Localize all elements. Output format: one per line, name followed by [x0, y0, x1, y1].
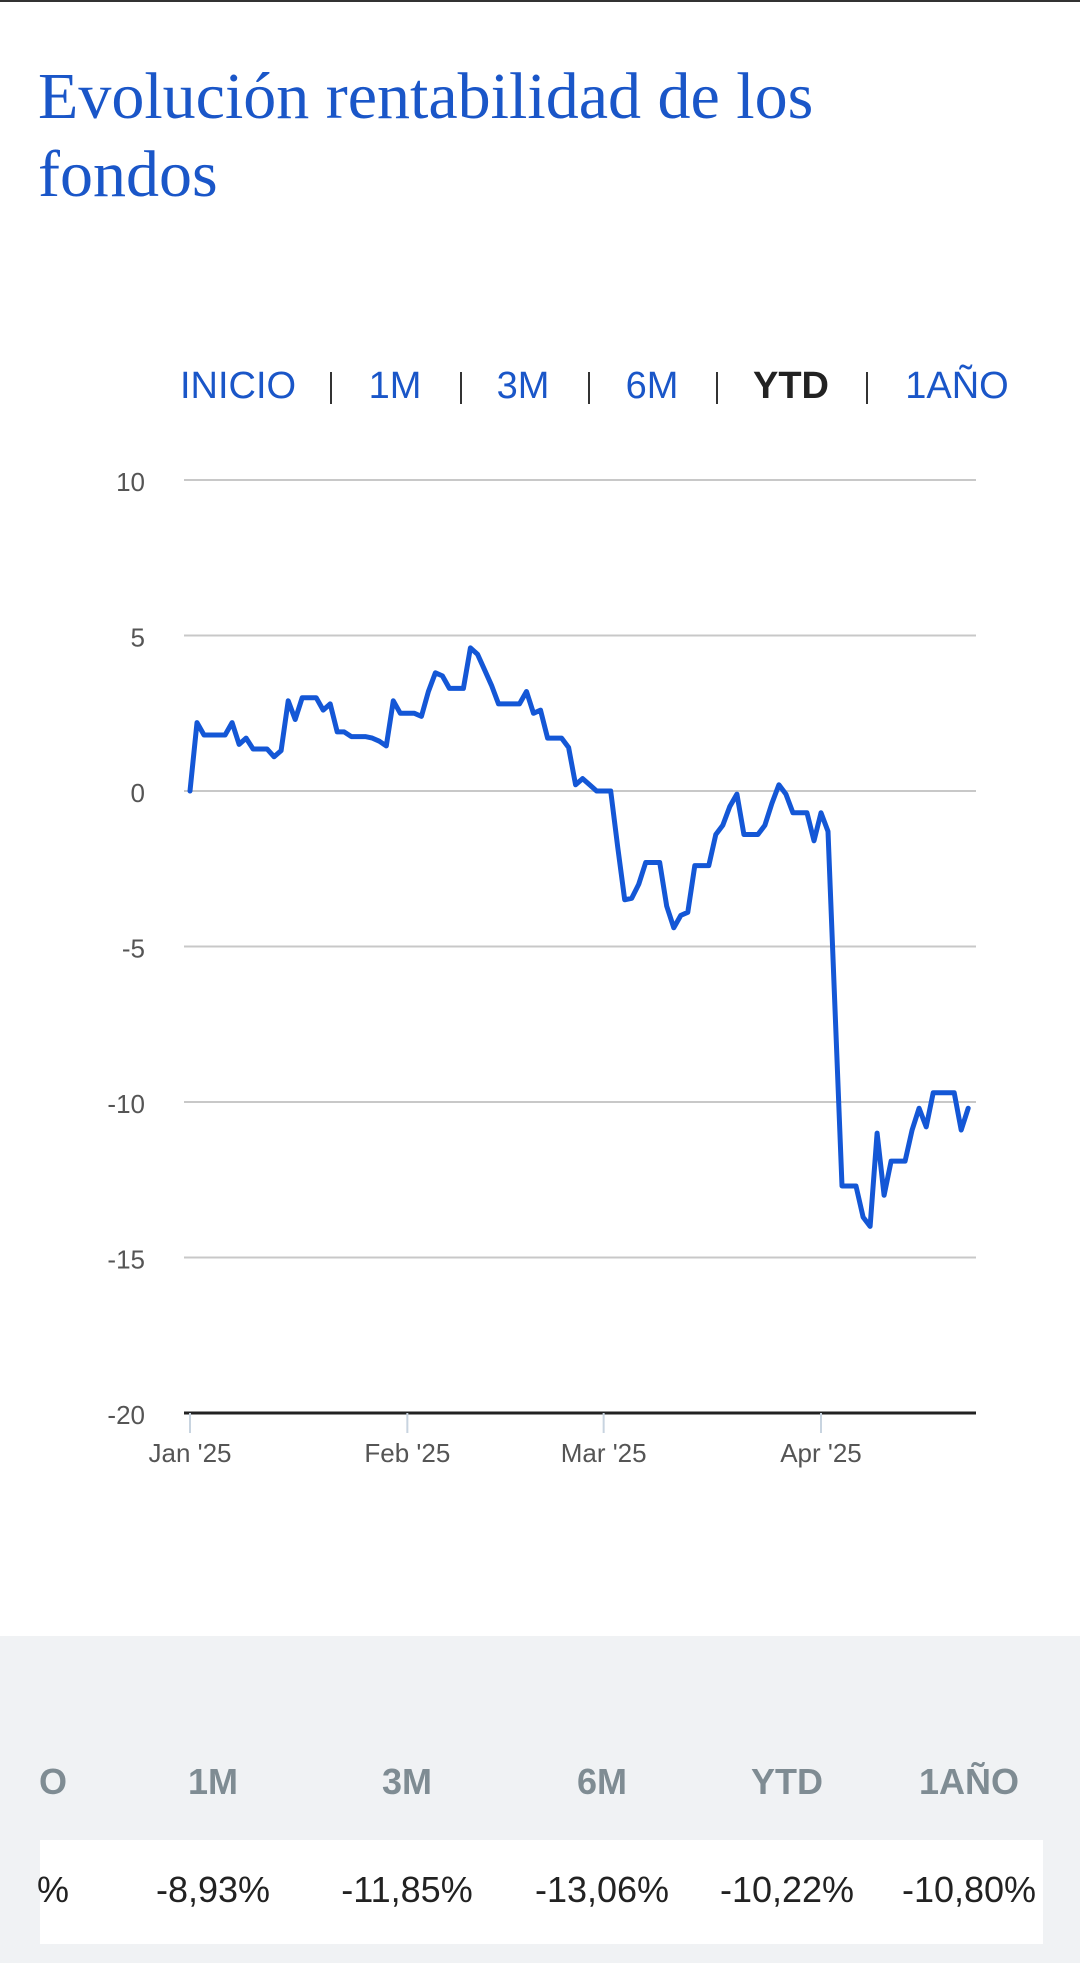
period-tab[interactable]: INICIO	[179, 365, 297, 407]
top-border	[0, 0, 1080, 2]
tab-separator	[588, 372, 590, 404]
period-tab[interactable]: YTD	[753, 365, 829, 407]
page-title: Evolución rentabilidad de los fondos	[38, 60, 814, 211]
y-tick-label: 10	[116, 467, 145, 497]
return-value: -10,80%	[901, 1869, 1037, 1910]
return-value: -11,85%	[341, 1869, 473, 1910]
y-tick-label: -15	[107, 1244, 145, 1274]
x-tick-label: Jan '25	[148, 1438, 231, 1468]
y-tick-label: -20	[107, 1400, 145, 1430]
column-header: 1AÑO	[918, 1761, 1020, 1802]
values-row: % -8,93% -11,85% -13,06% -10,22% -10,80%	[36, 1840, 1043, 1944]
data-line	[187, 645, 971, 1229]
y-tick-label: -10	[107, 1089, 145, 1119]
chart: -20 -15 -10 -5 0 5 10 Jan '25 Feb '25 Mar '25 Apr …	[107, 467, 976, 1468]
column-header: 6M	[576, 1761, 628, 1802]
y-tick-label: 5	[131, 622, 145, 652]
x-tick-label: Feb '25	[364, 1438, 450, 1468]
column-header: 1M	[187, 1761, 239, 1802]
tab-separator	[460, 372, 462, 404]
x-tick-label: Mar '25	[561, 1438, 647, 1468]
y-tick-label: 0	[131, 778, 145, 808]
return-value: %	[36, 1869, 70, 1910]
x-tick-label: Apr '25	[780, 1438, 862, 1468]
column-header: 3M	[381, 1761, 433, 1802]
period-tab[interactable]: 1AÑO	[905, 365, 1009, 407]
column-header: O	[38, 1761, 68, 1802]
tab-separator	[716, 372, 718, 404]
return-value: -8,93%	[155, 1869, 271, 1910]
column-header: YTD	[751, 1761, 823, 1802]
return-value: -13,06%	[534, 1869, 670, 1910]
return-value: -10,22%	[719, 1869, 855, 1910]
y-tick-label: -5	[122, 933, 145, 963]
tab-separator	[330, 372, 332, 404]
period-tab[interactable]: 1M	[368, 365, 422, 407]
period-tab[interactable]: 3M	[496, 365, 550, 407]
tab-separator	[866, 372, 868, 404]
returns-panel: % -8,93% -11,85% -13,06% -10,22% -10,80% O 1M 3…	[0, 1636, 1080, 1963]
period-tabs: INICIO 1M 3M 6M YTD 1AÑO	[0, 358, 1080, 414]
period-tab[interactable]: 6M	[625, 365, 679, 407]
